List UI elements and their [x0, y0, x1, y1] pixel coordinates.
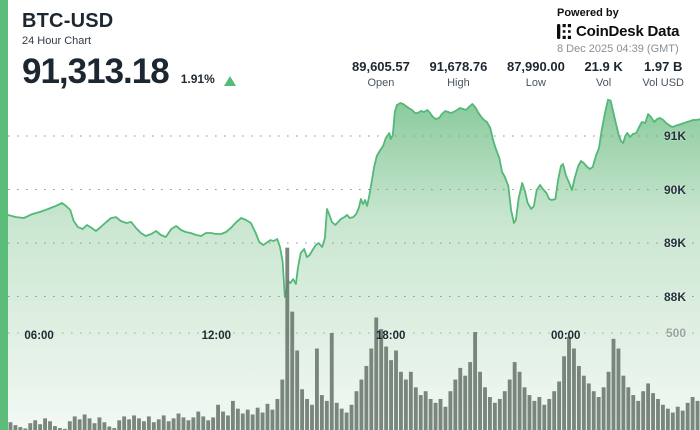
accent-stripe — [0, 0, 8, 430]
y-axis-label-90k: 90K — [663, 182, 686, 197]
x-axis-label-0000: 00:00 — [551, 330, 581, 342]
up-triangle-icon — [223, 76, 236, 86]
stat-label: High — [447, 77, 470, 89]
stat-value: 87,990.00 — [506, 59, 565, 74]
chart-period-subtitle: 24 Hour Chart — [22, 35, 92, 47]
y-axis-label-91k: 91K — [663, 129, 686, 143]
coindesk-logo-icon — [557, 24, 572, 39]
stat-low: 87,990.00 Low — [507, 59, 565, 89]
stat-label: Vol USD — [642, 77, 684, 89]
current-price: 91,313.18 — [22, 52, 170, 91]
x-axis-label-1200: 12:00 — [201, 330, 231, 342]
y-axis-label-89k: 89K — [663, 236, 686, 250]
stat-value: 89,605.57 — [352, 59, 410, 74]
stat-label: Vol — [595, 77, 612, 89]
x-axis-label-1800: 18:00 — [375, 330, 406, 342]
stat-vol: 21.9 K Vol — [584, 59, 622, 89]
price-row: 91,313.18 1.91% — [22, 54, 236, 89]
chart-header: BTC-USD 24 Hour Chart 91,313.18 1.91% — [22, 10, 236, 89]
brand-block: Powered by CoinDesk Data 8 Dec 2025 04:3… — [557, 7, 679, 55]
x-axis-label-0600: 06:00 — [24, 330, 54, 342]
coindesk-data-link[interactable]: CoinDesk Data — [557, 23, 679, 40]
stat-label: Low — [525, 77, 546, 89]
powered-by-label: Powered by — [557, 7, 619, 19]
instrument-title: BTC-USD — [22, 10, 114, 32]
change-percent: 1.91% — [180, 72, 215, 86]
stat-open: 89,605.57 Open — [352, 59, 410, 89]
stat-high: 91,678.76 High — [429, 59, 487, 89]
y-axis-label-88k: 88K — [663, 289, 686, 304]
stat-label: Open — [367, 77, 395, 89]
brand-name: CoinDesk Data — [576, 23, 680, 40]
timestamp: 8 Dec 2025 04:39 (GMT) — [557, 43, 679, 55]
stat-value: 1.97 B — [644, 59, 683, 74]
stat-value: 91,678.76 — [429, 59, 488, 74]
stats-row: 89,605.57 Open 91,678.76 High 87,990.00 Low 21… — [352, 59, 684, 89]
stat-value: 21.9 K — [584, 59, 623, 74]
volume-axis-label: 500 — [665, 326, 686, 340]
stat-vol-usd: 1.97 B Vol USD — [642, 59, 684, 89]
